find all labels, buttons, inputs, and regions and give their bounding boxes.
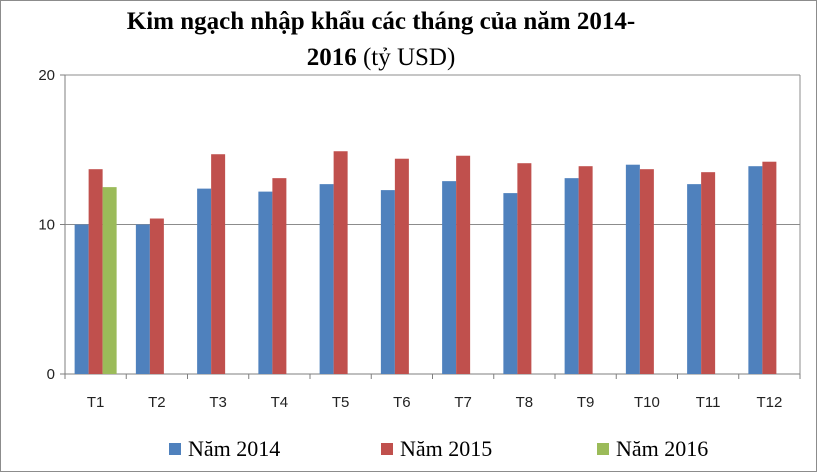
- bar-T5-1: [333, 151, 348, 374]
- bar-T7-1: [456, 155, 471, 374]
- bar-T1-2: [102, 187, 117, 374]
- bar-T6-0: [380, 190, 395, 374]
- bar-T1-1: [88, 169, 103, 374]
- x-tick-label-T6: T6: [393, 394, 411, 411]
- x-tick-label-T5: T5: [332, 394, 350, 411]
- bar-T1-0: [74, 224, 89, 374]
- bar-T4-0: [258, 191, 273, 374]
- bar-T12-1: [762, 161, 777, 374]
- chart-title-line2: 2016 (tỷ USD): [61, 43, 701, 73]
- bar-T4-1: [272, 178, 287, 374]
- y-tick-label-0: 0: [47, 366, 55, 383]
- x-tick-label-T8: T8: [516, 394, 534, 411]
- bar-T9-0: [564, 178, 579, 374]
- legend-swatch-2: [597, 443, 609, 455]
- bar-T5-0: [319, 184, 334, 374]
- x-tick-label-T3: T3: [209, 394, 227, 411]
- bar-T2-1: [149, 218, 164, 374]
- bar-T3-1: [211, 154, 226, 374]
- bar-T8-0: [503, 193, 518, 374]
- legend-label-2: Năm 2016: [616, 436, 708, 461]
- bar-T10-1: [639, 169, 654, 374]
- chart-title-year: 2016: [306, 44, 357, 71]
- chart-title-line1: Kim ngạch nhập khẩu các tháng của năm 20…: [126, 8, 636, 35]
- x-tick-label-T1: T1: [87, 394, 105, 411]
- legend-label-1: Năm 2015: [400, 436, 492, 461]
- y-tick-label-1: 10: [38, 217, 55, 234]
- bar-T11-1: [701, 172, 716, 374]
- bar-T9-1: [578, 166, 593, 374]
- x-tick-label-T9: T9: [577, 394, 595, 411]
- bar-T11-0: [687, 184, 702, 374]
- legend-swatch-0: [169, 443, 181, 455]
- bar-T12-0: [748, 166, 763, 374]
- x-tick-label-T11: T11: [696, 394, 721, 411]
- bar-T6-1: [394, 158, 409, 374]
- bar-T7-0: [442, 181, 457, 374]
- legend-swatch-1: [381, 443, 393, 455]
- x-tick-label-T10: T10: [634, 394, 660, 411]
- bar-T3-0: [197, 188, 212, 374]
- x-tick-label-T12: T12: [756, 394, 782, 411]
- bar-T8-1: [517, 163, 532, 374]
- bar-T10-0: [625, 164, 640, 374]
- bar-T2-0: [135, 224, 150, 374]
- y-tick-label-2: 20: [38, 67, 55, 84]
- chart-title-unit: (tỷ USD): [356, 44, 456, 71]
- x-tick-label-T7: T7: [454, 394, 472, 411]
- x-tick-label-T2: T2: [148, 394, 166, 411]
- legend-label-0: Năm 2014: [188, 436, 280, 461]
- x-tick-label-T4: T4: [271, 394, 289, 411]
